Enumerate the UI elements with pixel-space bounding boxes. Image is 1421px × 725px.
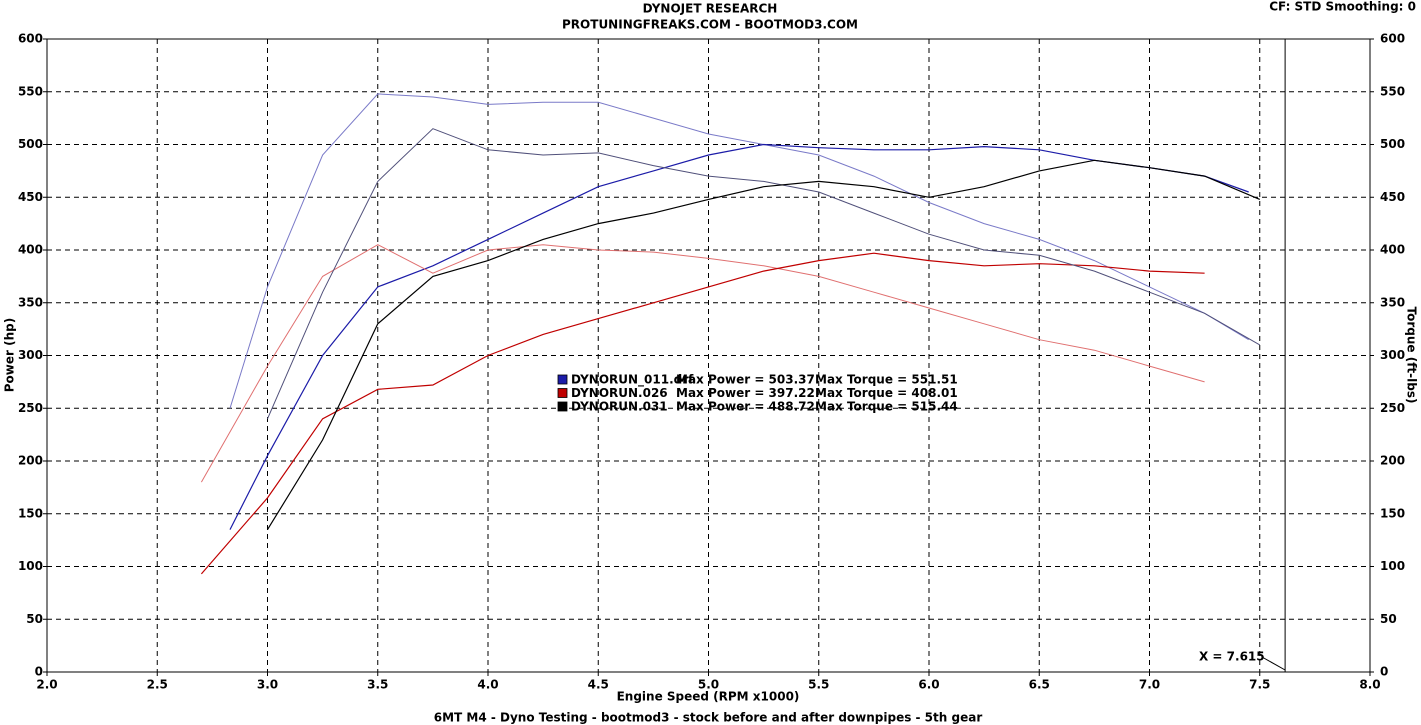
legend-swatch [557,401,568,412]
y2-tick-label: 50 [1380,612,1397,626]
y2-tick-label: 350 [1380,295,1405,309]
y2-tick-label: 250 [1380,401,1405,415]
legend-name: DYNORUN.031 [571,400,668,414]
x-tick-label: 5.0 [698,678,719,692]
cursor-pointer [1261,656,1286,671]
y-tick-label: 250 [18,401,43,415]
legend-swatch [557,374,568,385]
y-tick-label: 200 [18,454,43,468]
x-tick-label: 7.5 [1249,678,1270,692]
y-tick-label: 100 [18,559,43,573]
legend-max-power: Max Power = 397.22 [676,386,815,400]
x-tick-label: 6.0 [918,678,939,692]
y-tick-label: 600 [18,32,43,46]
legend-name: DYNORUN.026 [571,386,668,400]
footer: 6MT M4 - Dyno Testing - bootmod3 - stock… [434,711,983,725]
y-tick-label: 400 [18,243,43,257]
x-tick-label: 2.5 [147,678,168,692]
x-tick-label: 6.5 [1029,678,1050,692]
power-line [229,143,1249,530]
chart-subtitle: PROTUNINGFREAKS.COM - BOOTMOD3.COM [562,18,858,32]
x-tick-label: 3.5 [367,678,388,692]
y2-tick-label: 500 [1380,137,1405,151]
legend-name: DYNORUN_011.drf [571,373,694,388]
y2-tick-label: 600 [1380,32,1405,46]
x-tick-label: 4.0 [477,678,498,692]
cursor-label: X = 7.615 [1199,650,1265,664]
power-line [200,252,1205,575]
y2-tick-label: 400 [1380,243,1405,257]
x-tick-label: 5.5 [808,678,829,692]
x-tick-label: 8.0 [1359,678,1380,692]
y2-tick-label: 300 [1380,348,1405,362]
y-tick-label: 350 [18,295,43,309]
settings-text: CF: STD Smoothing: 0 [1269,0,1416,14]
legend-max-power: Max Power = 488.72 [676,400,815,414]
y2-axis-label: Torque (ft-lbs) [1405,307,1419,404]
x-tick-label: 2.0 [36,678,57,692]
y2-tick-label: 450 [1380,190,1405,204]
y-tick-label: 150 [18,506,43,520]
legend-max-torque: Max Torque = 515.44 [815,400,958,414]
y2-tick-label: 100 [1380,559,1405,573]
y2-tick-label: 200 [1380,454,1405,468]
legend-max-power: Max Power = 503.37 [676,373,815,387]
y-axis-label: Power (hp) [3,318,17,392]
y-tick-label: 50 [26,612,43,626]
torque-line [200,244,1205,483]
legend-max-torque: Max Torque = 551.51 [815,373,958,387]
y2-tick-label: 0 [1380,665,1388,679]
power-line [266,159,1261,530]
x-tick-label: 3.0 [257,678,278,692]
x-axis-label: Engine Speed (RPM x1000) [617,690,800,704]
y-tick-label: 450 [18,190,43,204]
chart-title: DYNOJET RESEARCH [643,2,778,16]
legend-swatch [557,388,568,398]
torque-line [267,128,1261,419]
legend-max-torque: Max Torque = 408.01 [815,386,958,400]
torque-line [229,93,1249,409]
y2-tick-label: 150 [1380,506,1405,520]
y-tick-label: 550 [18,84,43,98]
x-tick-label: 7.0 [1139,678,1160,692]
y-tick-label: 500 [18,137,43,151]
y-tick-label: 0 [35,665,43,679]
y-tick-label: 300 [18,348,43,362]
y2-tick-label: 550 [1380,84,1405,98]
x-tick-label: 4.5 [588,678,609,692]
